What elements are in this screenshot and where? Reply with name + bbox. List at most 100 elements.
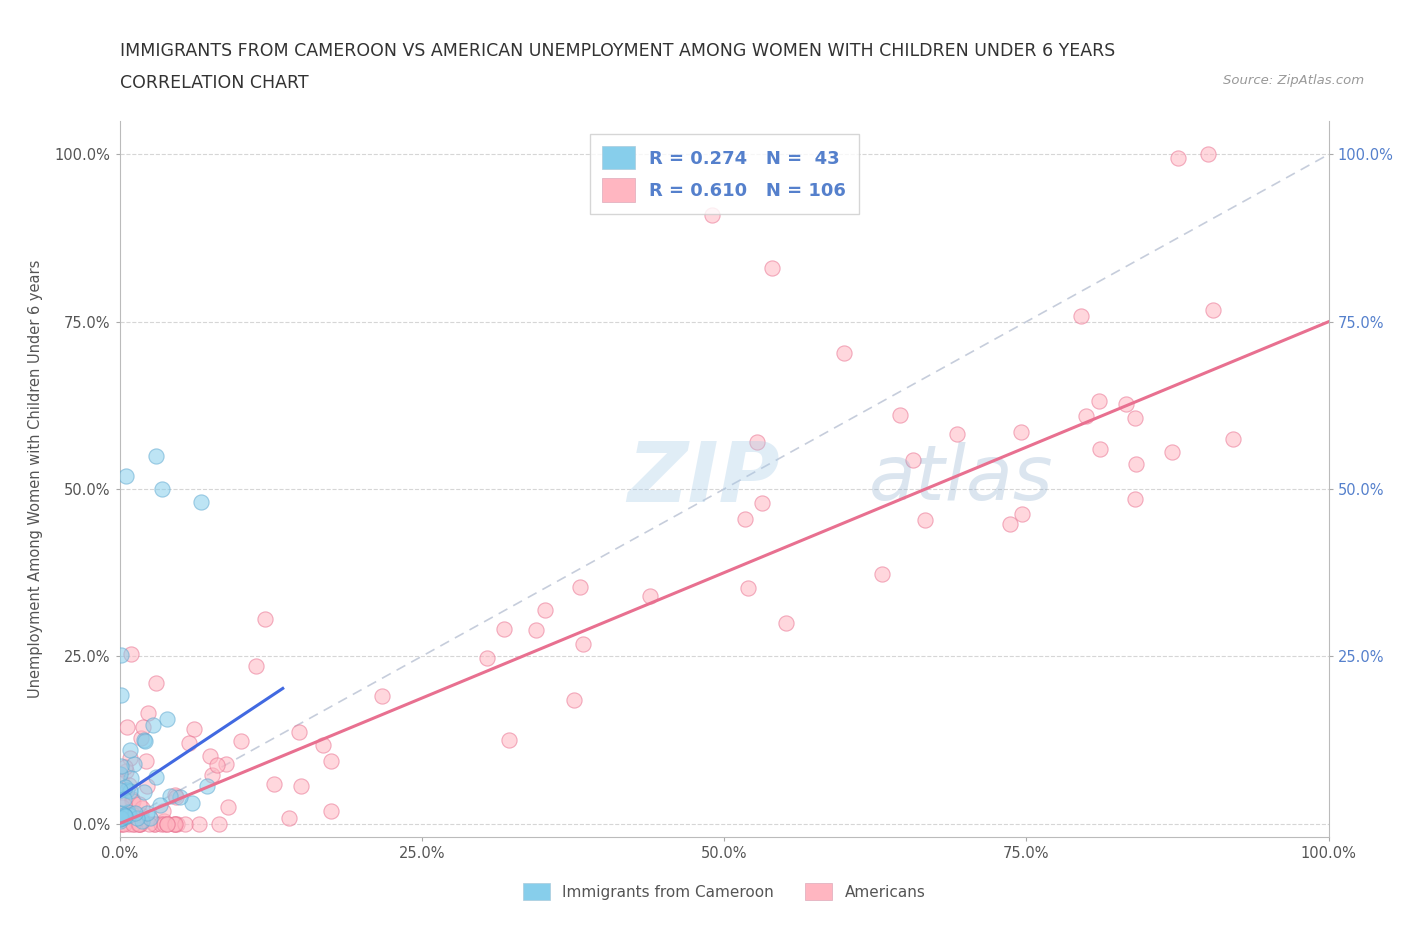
- Point: [1074, 408, 1097, 423]
- Point: [370, 688, 392, 703]
- Point: [121, 806, 143, 821]
- Point: [118, 783, 141, 798]
- Point: [159, 789, 181, 804]
- Point: [135, 753, 157, 768]
- Point: [115, 782, 138, 797]
- Point: [169, 789, 191, 804]
- Point: [110, 811, 132, 826]
- Point: [114, 810, 136, 825]
- Point: [132, 719, 155, 734]
- Point: [110, 812, 132, 827]
- Point: [263, 777, 285, 791]
- Point: [136, 805, 159, 820]
- Point: [143, 817, 166, 831]
- Point: [112, 817, 135, 831]
- Point: [156, 817, 179, 831]
- Point: [1222, 432, 1244, 446]
- Point: [201, 767, 224, 782]
- Point: [198, 749, 221, 764]
- Point: [111, 776, 134, 790]
- Point: [215, 756, 238, 771]
- Point: [117, 804, 139, 819]
- Point: [115, 468, 138, 483]
- Point: [136, 778, 159, 793]
- Point: [1161, 445, 1184, 459]
- Point: [112, 792, 135, 807]
- Point: [889, 407, 911, 422]
- Point: [118, 807, 141, 822]
- Point: [131, 801, 153, 816]
- Text: ZIP: ZIP: [627, 438, 780, 520]
- Point: [640, 589, 662, 604]
- Point: [734, 512, 756, 526]
- Point: [122, 817, 145, 831]
- Point: [114, 780, 136, 795]
- Point: [145, 770, 167, 785]
- Point: [138, 817, 160, 831]
- Point: [321, 753, 343, 768]
- Point: [152, 804, 174, 818]
- Point: [134, 734, 156, 749]
- Point: [155, 711, 177, 726]
- Point: [1088, 442, 1111, 457]
- Point: [1123, 491, 1146, 506]
- Point: [217, 800, 239, 815]
- Point: [498, 733, 520, 748]
- Point: [111, 817, 134, 831]
- Point: [136, 706, 159, 721]
- Point: [117, 817, 139, 831]
- Point: [166, 817, 188, 831]
- Point: [207, 757, 229, 772]
- Point: [153, 814, 176, 829]
- Point: [319, 804, 342, 818]
- Point: [112, 807, 135, 822]
- Point: [183, 722, 205, 737]
- Point: [180, 795, 202, 810]
- Point: [1166, 151, 1188, 166]
- Point: [108, 813, 131, 828]
- Point: [121, 817, 143, 831]
- Point: [118, 751, 141, 765]
- Point: [163, 817, 186, 831]
- Point: [253, 612, 276, 627]
- Point: [914, 513, 936, 528]
- Point: [1011, 507, 1033, 522]
- Point: [110, 647, 132, 662]
- Point: [149, 817, 172, 831]
- Point: [229, 734, 252, 749]
- Point: [751, 496, 773, 511]
- Point: [121, 794, 143, 809]
- Point: [208, 817, 231, 831]
- Point: [524, 622, 547, 637]
- Point: [134, 784, 156, 799]
- Point: [534, 603, 557, 618]
- Point: [131, 731, 153, 746]
- Point: [174, 817, 197, 831]
- Y-axis label: Unemployment Among Women with Children Under 6 years: Unemployment Among Women with Children U…: [28, 259, 44, 698]
- Point: [761, 260, 783, 275]
- Point: [572, 636, 595, 651]
- Point: [127, 817, 149, 831]
- Text: CORRELATION CHART: CORRELATION CHART: [120, 74, 308, 92]
- Point: [245, 658, 267, 673]
- Point: [114, 760, 136, 775]
- Point: [290, 778, 312, 793]
- Point: [1202, 303, 1225, 318]
- Point: [1197, 147, 1219, 162]
- Point: [108, 812, 131, 827]
- Point: [145, 448, 167, 463]
- Point: [131, 807, 153, 822]
- Text: atlas: atlas: [869, 442, 1053, 516]
- Point: [108, 783, 131, 798]
- Legend: Immigrants from Cameroon, Americans: Immigrants from Cameroon, Americans: [515, 875, 934, 908]
- Point: [1010, 425, 1032, 440]
- Point: [1088, 394, 1111, 409]
- Point: [117, 719, 139, 734]
- Point: [120, 743, 142, 758]
- Point: [163, 817, 186, 831]
- Point: [492, 621, 515, 636]
- Point: [288, 724, 311, 739]
- Point: [1115, 396, 1137, 411]
- Point: [998, 516, 1021, 531]
- Point: [153, 817, 176, 831]
